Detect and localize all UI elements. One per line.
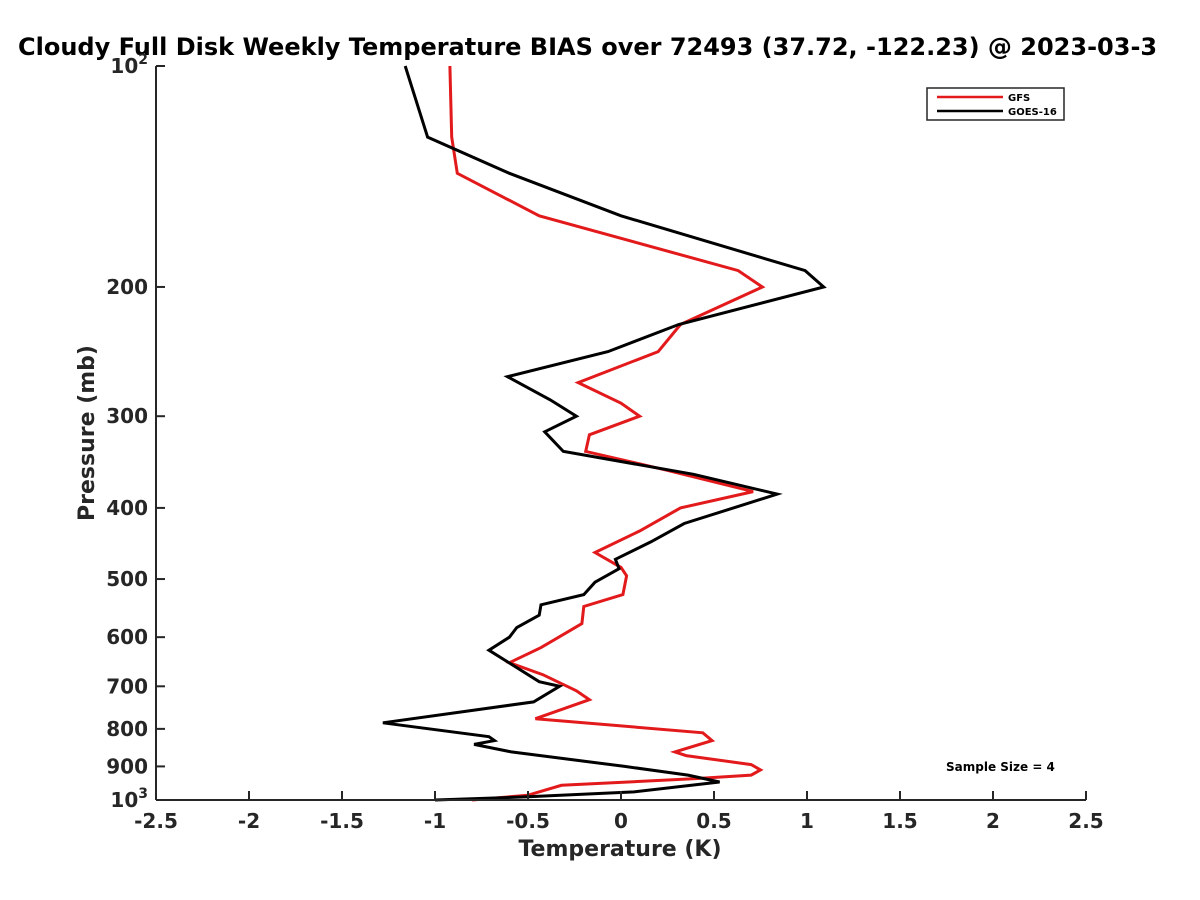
y-tick-label: 900 bbox=[106, 754, 148, 778]
axes bbox=[155, 66, 1086, 801]
x-tick-label: 2.5 bbox=[1068, 809, 1103, 833]
legend: GFS GOES-16 bbox=[926, 87, 1065, 121]
x-ticks: -2.5 -2 -1.5 -1 -0.5 0 0.5 1 1.5 2 2.5 bbox=[134, 791, 1104, 833]
x-tick-label: 2 bbox=[986, 809, 1000, 833]
y-tick-label: 400 bbox=[106, 496, 148, 520]
x-tick-label: -2 bbox=[238, 809, 260, 833]
x-tick-label: -0.5 bbox=[506, 809, 550, 833]
x-tick-label: 1 bbox=[800, 809, 814, 833]
x-tick-label: -1 bbox=[424, 809, 446, 833]
x-tick-label: -2.5 bbox=[134, 809, 178, 833]
x-tick-label: 1.5 bbox=[882, 809, 917, 833]
y-tick-label: 500 bbox=[106, 567, 148, 591]
y-tick-label: 103 bbox=[110, 786, 148, 812]
y-axis-label: Pressure (mb) bbox=[75, 345, 100, 521]
x-axis-label: Temperature (K) bbox=[518, 837, 721, 862]
y-tick-label: 700 bbox=[106, 674, 148, 698]
y-tick-label: 300 bbox=[106, 404, 148, 428]
plot-lines bbox=[382, 65, 827, 802]
chart-title: Cloudy Full Disk Weekly Temperature BIAS… bbox=[18, 33, 1157, 61]
x-tick-label: 0.5 bbox=[696, 809, 731, 833]
y-ticks: 102 200 300 400 500 600 700 800 900 103 bbox=[106, 52, 165, 812]
sample-size-annotation: Sample Size = 4 bbox=[946, 760, 1055, 774]
y-tick-label: 600 bbox=[106, 625, 148, 649]
y-tick-label: 102 bbox=[110, 52, 148, 78]
legend-label-gfs: GFS bbox=[1008, 93, 1030, 104]
x-tick-label: 0 bbox=[614, 809, 628, 833]
series-line-goes16 bbox=[382, 65, 827, 802]
series-line-gfs bbox=[448, 65, 766, 802]
legend-label-goes16: GOES-16 bbox=[1008, 107, 1057, 118]
legend-box bbox=[926, 87, 1065, 121]
x-tick-label: -1.5 bbox=[320, 809, 364, 833]
y-tick-label: 200 bbox=[106, 275, 148, 299]
y-tick-label: 800 bbox=[106, 717, 148, 741]
